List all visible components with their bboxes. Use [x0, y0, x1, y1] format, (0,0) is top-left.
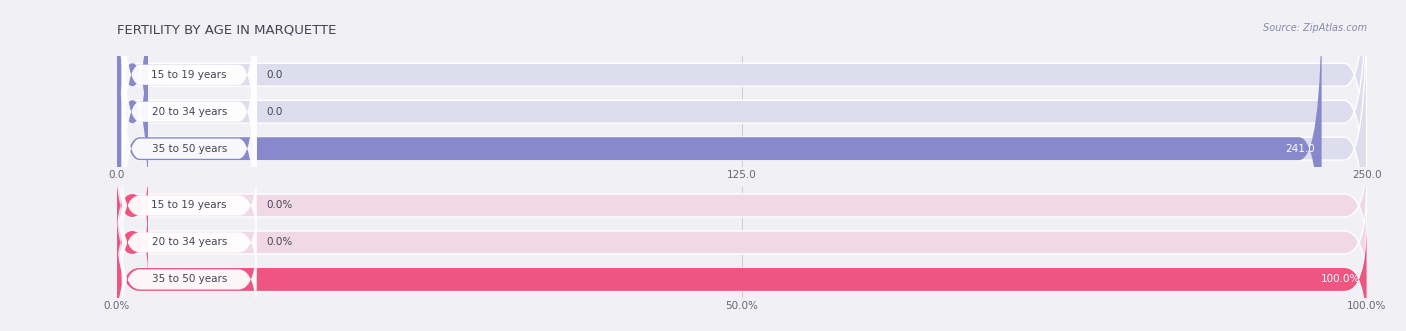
Text: Source: ZipAtlas.com: Source: ZipAtlas.com — [1263, 23, 1367, 33]
FancyBboxPatch shape — [117, 150, 1367, 260]
Text: 0.0%: 0.0% — [267, 237, 292, 248]
FancyBboxPatch shape — [117, 171, 148, 240]
FancyBboxPatch shape — [122, 26, 257, 272]
Text: 100.0%: 100.0% — [1322, 274, 1361, 284]
FancyBboxPatch shape — [122, 162, 257, 249]
Text: 0.0: 0.0 — [267, 107, 283, 117]
Text: 35 to 50 years: 35 to 50 years — [152, 144, 226, 154]
FancyBboxPatch shape — [117, 224, 1367, 331]
FancyBboxPatch shape — [117, 0, 148, 179]
Text: FERTILITY BY AGE IN MARQUETTE: FERTILITY BY AGE IN MARQUETTE — [117, 23, 336, 36]
FancyBboxPatch shape — [122, 236, 257, 323]
FancyBboxPatch shape — [117, 0, 1367, 304]
FancyBboxPatch shape — [117, 0, 1367, 230]
FancyBboxPatch shape — [122, 0, 257, 198]
FancyBboxPatch shape — [122, 199, 257, 286]
Text: 0.0: 0.0 — [267, 70, 283, 80]
FancyBboxPatch shape — [117, 0, 1367, 266]
FancyBboxPatch shape — [117, 208, 148, 277]
Text: 241.0: 241.0 — [1285, 144, 1316, 154]
Text: 20 to 34 years: 20 to 34 years — [152, 237, 226, 248]
Text: 35 to 50 years: 35 to 50 years — [152, 274, 226, 284]
FancyBboxPatch shape — [117, 187, 1367, 298]
FancyBboxPatch shape — [117, 0, 1322, 304]
Text: 15 to 19 years: 15 to 19 years — [152, 70, 226, 80]
Text: 15 to 19 years: 15 to 19 years — [152, 201, 226, 211]
FancyBboxPatch shape — [122, 0, 257, 235]
Text: 0.0%: 0.0% — [267, 201, 292, 211]
FancyBboxPatch shape — [117, 8, 148, 216]
FancyBboxPatch shape — [117, 224, 1367, 331]
Text: 20 to 34 years: 20 to 34 years — [152, 107, 226, 117]
